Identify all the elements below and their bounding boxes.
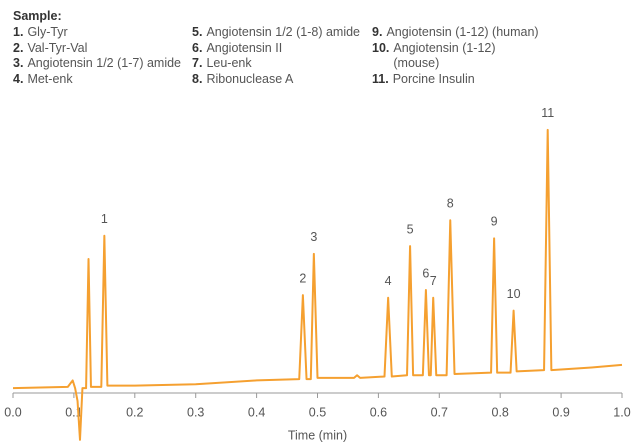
sample-name: Ribonuclease A [206,71,294,86]
x-tick-label: 0.2 [126,405,143,419]
sample-list: Sample: 1. Gly-Tyr 2. Val-Tyr-Val 3. Angioten… [0,0,635,130]
peak-label: 10 [507,287,521,301]
sample-item: 10. Angiotensin (1-12) (mouse) [372,41,542,72]
sample-number: 10. [372,40,390,55]
sample-column: 9. Angiotensin (1-12) (human) 10. Angiotens… [372,25,542,87]
sample-item: 7. Leu-enk [192,56,362,72]
x-axis-label: Time (min) [288,428,347,442]
sample-name: Val-Tyr-Val [27,40,88,55]
trace [12,128,623,441]
sample-item: 2. Val-Tyr-Val [13,41,183,57]
sample-item: 9. Angiotensin (1-12) (human) [372,25,542,41]
sample-item: 3. Angiotensin 1/2 (1-7) amide [13,56,183,72]
x-tick-label: 0.3 [187,405,204,419]
sample-name: Angiotensin (1-12) (mouse) [393,40,496,71]
peak-label: 8 [447,197,454,211]
x-tick-label: 0.1 [65,405,82,419]
peak-label: 7 [430,274,437,288]
peak-label: 11 [541,106,554,120]
sample-number: 1. [13,25,24,39]
x-tick-label: 0.7 [431,405,448,419]
x-tick-label: 0.4 [248,405,265,419]
sample-number: 11. [372,71,389,86]
peak-label: 1 [101,212,108,226]
sample-item: 6. Angiotensin II [192,41,362,57]
peak-label: 3 [310,230,317,244]
x-tick-label: 0.9 [552,405,569,419]
sample-number: 8. [192,71,203,86]
sample-item: 5. Angiotensin 1/2 (1-8) amide [192,25,362,41]
sample-number: 3. [13,56,24,70]
peak-label: 5 [407,222,414,236]
sample-column: 1. Gly-Tyr 2. Val-Tyr-Val 3. Angiotensin 1/2 … [13,25,183,87]
sample-item: 4. Met-enk [13,72,183,88]
sample-name: Met-enk [27,71,73,86]
x-tick-label: 0.6 [370,405,387,419]
sample-name: Leu-enk [206,56,252,70]
peak-label: 6 [422,266,429,280]
sample-name: Angiotensin 1/2 (1-7) amide [27,56,181,70]
sample-number: 2. [13,40,24,55]
peak-label: 9 [491,215,498,229]
x-tick-label: 1.0 [613,405,630,419]
sample-number: 4. [13,71,24,86]
sample-number: 5. [192,25,203,39]
peak-label: 2 [299,271,306,285]
sample-item: 8. Ribonuclease A [192,72,362,88]
peak-label: 4 [385,274,392,288]
x-tick-label: 0.8 [492,405,509,419]
x-tick-label: 0.5 [309,405,326,419]
sample-item: 11. Porcine Insulin [372,72,542,88]
sample-number: 6. [192,40,203,55]
sample-number: 9. [372,25,383,39]
sample-number: 7. [192,56,203,70]
sample-item: 1. Gly-Tyr [13,25,183,41]
sample-name: Angiotensin (1-12) (human) [386,25,539,39]
sample-title: Sample: [13,9,62,23]
sample-name: Gly-Tyr [27,25,68,39]
sample-name: Angiotensin 1/2 (1-8) amide [206,25,360,39]
x-tick-label: 0.0 [4,405,21,419]
sample-name: Porcine Insulin [392,71,475,86]
sample-name: Angiotensin II [206,40,283,55]
sample-column: 5. Angiotensin 1/2 (1-8) amide 6. Angiotens… [192,25,362,87]
